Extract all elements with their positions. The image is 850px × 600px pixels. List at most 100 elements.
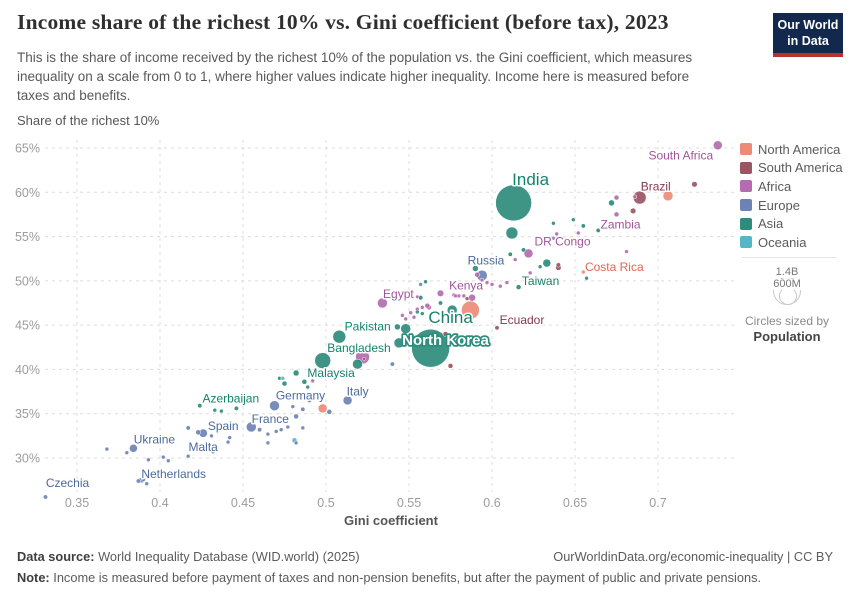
data-point[interactable] [273, 429, 279, 434]
country-label-taiwan[interactable]: Taiwan [520, 273, 560, 290]
country-label-france[interactable]: France [250, 411, 291, 428]
country-label-kenya[interactable]: Kenya [448, 277, 485, 294]
data-point[interactable] [104, 446, 110, 452]
data-point[interactable] [415, 309, 420, 315]
data-point[interactable] [472, 265, 479, 272]
data-point[interactable] [352, 358, 363, 370]
data-point[interactable] [436, 289, 445, 297]
data-point-czechia[interactable] [43, 494, 48, 500]
country-label-north-korea[interactable]: North Korea [400, 330, 491, 351]
country-label-ecuador[interactable]: Ecuador [498, 311, 546, 328]
data-point[interactable] [415, 294, 420, 299]
country-label-pakistan[interactable]: Pakistan [343, 318, 392, 335]
country-label-czechia[interactable]: Czechia [44, 475, 91, 492]
country-label-azerbaijan[interactable]: Azerbaijan [201, 390, 261, 407]
data-point[interactable] [394, 323, 401, 331]
data-point-india[interactable] [495, 184, 532, 222]
data-point-zambia[interactable] [613, 211, 620, 218]
data-point[interactable] [576, 230, 581, 236]
data-point[interactable] [225, 439, 231, 445]
data-point[interactable] [144, 481, 149, 486]
data-point[interactable] [362, 356, 367, 361]
data-point[interactable] [265, 440, 271, 446]
data-point[interactable] [554, 231, 559, 237]
data-point-dr-congo[interactable] [523, 248, 534, 259]
data-point[interactable] [595, 227, 601, 233]
data-point[interactable] [306, 397, 312, 403]
data-point[interactable] [305, 384, 310, 390]
data-point[interactable] [285, 424, 291, 430]
country-label-spain[interactable]: Spain [206, 418, 240, 435]
data-point[interactable] [584, 275, 589, 281]
data-point-pakistan[interactable] [400, 323, 411, 334]
data-point[interactable] [146, 457, 151, 463]
data-point[interactable] [212, 407, 218, 413]
legend-item-africa[interactable]: Africa [740, 177, 848, 196]
data-point[interactable] [507, 251, 513, 257]
data-point[interactable] [403, 316, 408, 322]
country-label-china[interactable]: China [427, 307, 475, 329]
data-point[interactable] [418, 282, 423, 287]
legend-item-asia[interactable]: Asia [740, 214, 848, 233]
data-point[interactable] [293, 413, 299, 420]
data-point[interactable] [300, 406, 306, 412]
data-point[interactable] [265, 431, 271, 437]
data-point[interactable] [464, 296, 470, 301]
country-label-malaysia[interactable]: Malaysia [306, 365, 357, 382]
data-point[interactable] [551, 236, 556, 241]
data-point-kenya[interactable] [468, 293, 476, 302]
country-label-costa-rica[interactable]: Costa Rica [583, 259, 645, 276]
data-point[interactable] [207, 442, 213, 447]
data-point[interactable] [278, 427, 284, 432]
country-label-italy[interactable]: Italy [345, 383, 370, 400]
data-point-malaysia[interactable] [292, 369, 300, 377]
data-point[interactable] [691, 181, 698, 188]
data-point[interactable] [293, 440, 299, 446]
country-label-germany[interactable]: Germany [274, 387, 326, 404]
data-point[interactable] [301, 379, 308, 385]
data-point-taiwan[interactable] [515, 284, 522, 290]
data-point[interactable] [489, 282, 495, 287]
legend-item-oceania[interactable]: Oceania [740, 233, 848, 252]
data-point[interactable] [290, 404, 296, 409]
data-point[interactable] [423, 279, 428, 284]
data-point[interactable] [280, 376, 286, 381]
owid-link[interactable]: OurWorldinData.org/economic-inequality |… [553, 549, 833, 564]
data-point[interactable] [571, 217, 576, 222]
data-point[interactable] [209, 433, 214, 439]
data-point-azerbaijan[interactable] [197, 403, 203, 409]
data-point[interactable] [461, 293, 467, 299]
data-point[interactable] [166, 458, 171, 463]
legend-item-europe[interactable]: Europe [740, 196, 848, 215]
data-point[interactable] [400, 313, 405, 318]
data-point[interactable] [484, 280, 490, 285]
data-point[interactable] [498, 283, 503, 289]
data-point[interactable] [233, 405, 239, 411]
data-point[interactable] [624, 249, 629, 254]
data-point[interactable] [185, 425, 191, 431]
country-label-malta[interactable]: Malta [187, 439, 220, 456]
data-point[interactable] [314, 352, 331, 369]
data-point[interactable] [317, 403, 328, 414]
data-point[interactable] [195, 429, 201, 436]
data-point[interactable] [521, 247, 526, 253]
data-point[interactable] [326, 409, 333, 415]
data-point[interactable] [411, 314, 417, 320]
country-label-egypt[interactable]: Egypt [382, 286, 416, 303]
data-point-costa-rica[interactable] [581, 269, 586, 275]
data-point[interactable] [438, 300, 443, 306]
data-point-china[interactable] [411, 328, 450, 368]
data-point[interactable] [420, 311, 425, 316]
data-point[interactable] [505, 226, 519, 240]
data-point[interactable] [551, 221, 556, 226]
data-point[interactable] [537, 264, 543, 269]
data-point-malta[interactable] [185, 453, 191, 459]
data-point[interactable] [310, 378, 315, 384]
country-label-brazil[interactable]: Brazil [639, 178, 672, 195]
data-point[interactable] [281, 380, 288, 387]
data-point[interactable] [300, 425, 306, 431]
country-label-zambia[interactable]: Zambia [599, 216, 642, 233]
data-point-egypt[interactable] [377, 297, 388, 309]
data-point[interactable] [662, 190, 674, 202]
data-point[interactable] [447, 363, 454, 369]
